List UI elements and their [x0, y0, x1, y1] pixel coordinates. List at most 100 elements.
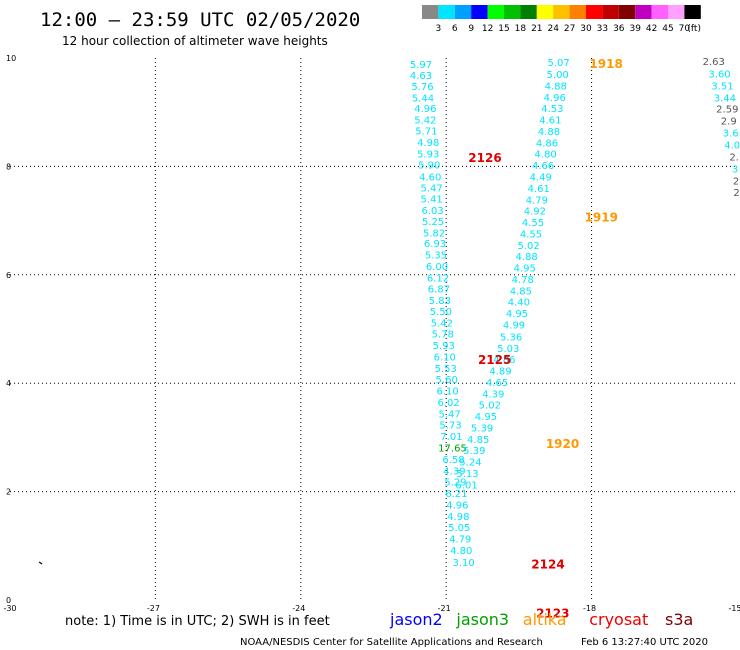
footer-timestamp: Feb 6 13:27:40 UTC 2020: [581, 637, 708, 648]
pass-time-label: 2125: [478, 353, 511, 367]
swh-value: 7.01: [440, 432, 462, 443]
swh-value: 4.86: [536, 138, 558, 149]
swh-value: 5.03: [497, 344, 519, 355]
swh-value: 6.93: [424, 239, 446, 250]
swh-value: 5.82: [423, 228, 445, 239]
x-tick-label: -15: [728, 604, 740, 613]
swh-value: 5.50: [430, 307, 452, 318]
colorbar-label: 12: [482, 24, 493, 34]
units-note: note: 1) Time is in UTC; 2) SWH is in fe…: [65, 614, 330, 629]
colorbar-swatch: [487, 5, 504, 19]
pass-time-label: 2126: [468, 151, 501, 165]
x-tick-label: -21: [438, 604, 451, 613]
y-tick-label: 8: [6, 162, 11, 171]
swh-value: 5.35: [425, 251, 447, 262]
mission-altika: altika: [523, 610, 567, 629]
mission-legend: jason2 jason3 altika cryosat s3a: [389, 610, 693, 629]
colorbar-swatch: [536, 5, 554, 19]
swh-value: 4.98: [447, 512, 469, 523]
swh-value: 2: [733, 188, 739, 199]
colorbar-label: 39: [629, 24, 641, 34]
y-tick-label: 6: [6, 271, 11, 280]
colorbar-label: 21: [531, 24, 542, 34]
colorbar-swatch: [520, 5, 537, 19]
swh-value: 5.73: [439, 421, 461, 432]
swh-value: 4.79: [526, 195, 548, 206]
swh-value: 5.93: [433, 341, 455, 352]
colorbar-label: 18: [515, 24, 527, 34]
swh-value: 6.10: [434, 352, 456, 363]
colorbar-swatch: [635, 5, 652, 19]
swh-value: 5.00: [547, 70, 569, 81]
swh-value: 5.71: [415, 126, 437, 137]
swh-value: 4.96: [544, 93, 566, 104]
colorbar-label: 3: [436, 24, 442, 34]
plot-area: -30 -27 -24 -21 -18 -1502468105.974.635.765.4…: [3, 54, 740, 620]
swh-value: 4.95: [475, 412, 497, 423]
swh-value: 5.42: [431, 318, 453, 329]
swh-value: 4.99: [503, 320, 525, 331]
swh-value: 5.76: [411, 82, 433, 93]
colorbar-label: 42: [646, 24, 657, 34]
pass-time-label: 1919: [585, 211, 618, 225]
swh-value: 4.61: [528, 184, 550, 195]
colorbar-swatch: [586, 5, 603, 19]
mission-jason2: jason2: [389, 610, 443, 629]
footer-credit: NOAA/NESDIS Center for Satellite Applica…: [240, 637, 543, 648]
swh-value: 6.02: [437, 398, 459, 409]
swh-value: 5.47: [421, 183, 443, 194]
colorbar-label: 70: [679, 24, 691, 34]
swh-value: 2.59: [716, 105, 738, 116]
colorbar-label: 24: [547, 24, 559, 34]
colorbar-swatch: [651, 5, 668, 19]
swh-value: 5.83: [429, 296, 451, 307]
swh-value: 6.87: [428, 285, 450, 296]
swh-value: 4.86: [493, 355, 515, 366]
mission-cryosat: cryosat: [589, 610, 648, 629]
swh-value: 4.60: [419, 172, 441, 183]
swh-value: 5.39: [463, 446, 485, 457]
swh-value: 2: [733, 176, 739, 187]
x-tick-label: -18: [583, 604, 596, 613]
swh-value: 4.53: [541, 104, 563, 115]
swh-value: 5.53: [435, 364, 457, 375]
swh-value: 5.93: [417, 150, 439, 161]
chart-title: 12:00 – 23:59 UTC 02/05/2020: [40, 9, 360, 31]
colorbar-unit: (ft): [687, 24, 701, 34]
y-tick-label: 2: [6, 488, 11, 497]
swh-value: 4.96: [414, 104, 436, 115]
swh-value: 6.00: [426, 262, 448, 273]
swh-value: 5.29: [444, 478, 466, 489]
swh-value: 17.65: [438, 443, 467, 454]
colorbar-swatch: [668, 5, 685, 19]
swh-value: 4.92: [524, 207, 546, 218]
colorbar-swatch: [602, 5, 619, 19]
swh-value: 4.85: [467, 435, 489, 446]
colorbar-label: 15: [498, 24, 509, 34]
swh-value: 6.21: [445, 489, 467, 500]
swh-value: 5.47: [438, 409, 460, 420]
swh-value: 5.41: [421, 195, 443, 206]
swh-value: 4.96: [446, 500, 468, 511]
swh-value: 4.0: [724, 141, 740, 152]
swh-value: 4.85: [510, 286, 532, 297]
colorbar-swatch: [454, 5, 472, 19]
colorbar-swatch: [553, 5, 570, 19]
swh-value: 6.01: [455, 480, 477, 491]
colorbar-label: 30: [580, 24, 592, 34]
swh-value: 5.39: [471, 423, 493, 434]
pass-time-label: 2124: [531, 558, 564, 572]
swh-value: 4.95: [514, 264, 536, 275]
swh-value: 2.63: [703, 57, 725, 68]
swh-value: 4.79: [449, 535, 471, 546]
colorbar-legend: 3 6 9 12 15 18 21 24 27 30 33 36 39 42 45 70(ft): [422, 5, 701, 34]
swh-value: 3.44: [714, 93, 736, 104]
swh-value: 3.6: [723, 129, 739, 140]
swh-value: 6.03: [421, 206, 443, 217]
colorbar-swatch: [471, 5, 488, 19]
swh-value: 5.42: [414, 116, 436, 127]
swh-value: 4.55: [522, 218, 544, 229]
swh-value: 4.88: [516, 252, 538, 263]
colorbar-swatch: [438, 5, 455, 19]
